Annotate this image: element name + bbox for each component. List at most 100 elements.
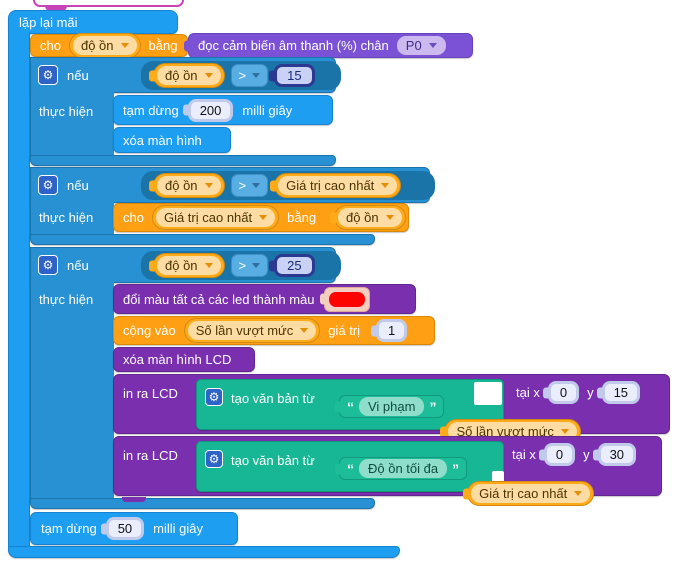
x-coordinate-field[interactable]: 0 (547, 381, 580, 404)
string-block-do-on-toi-da[interactable]: “ Độ ồn tối đa ” (339, 457, 468, 480)
operator-symbol: > (238, 68, 247, 83)
y-coordinate-field[interactable]: 15 (601, 381, 641, 404)
variable-dropdown-noise[interactable]: độ ồn (153, 63, 225, 88)
read-sound-sensor-block[interactable]: đọc cảm biến âm thanh (%) chân P0 (188, 33, 473, 58)
set-max-variable-block[interactable]: cho Giá trị cao nhất bằng độ ồn (113, 203, 409, 232)
number-value: 1 (379, 322, 405, 339)
block-connector-tab (122, 497, 146, 502)
block-connector-tab (45, 5, 67, 11)
comparison-operator-dropdown[interactable]: > (230, 254, 269, 277)
string-value-field[interactable]: Độ ồn tối đa (359, 459, 448, 478)
ms-label: milli giây (242, 102, 293, 118)
dropdown-caret-icon (120, 43, 129, 48)
string-block-vi-pham[interactable]: “ Vi phạm ” (339, 395, 445, 418)
forever-loop-block[interactable]: lặp lại mãi (8, 10, 178, 34)
pause-block-200ms[interactable]: tạm dừng 200 milli giây (113, 95, 333, 125)
clear-screen-block[interactable]: xóa màn hình (113, 127, 231, 153)
variable-name: độ ồn (165, 258, 198, 273)
empty-text-slot[interactable] (474, 382, 502, 405)
gear-icon[interactable]: ⚙ (38, 175, 58, 195)
at-x-label: tại x (512, 447, 536, 462)
equals-label: bằng (287, 210, 317, 225)
variable-dropdown-max[interactable]: Giá trị cao nhất (274, 173, 402, 198)
variable-name: Giá trị cao nhất (479, 486, 568, 501)
forever-loop-bottom-bar[interactable] (8, 546, 400, 558)
number-value: 15 (604, 384, 638, 401)
close-quote: ” (452, 460, 460, 477)
lcd-position-group: tại x 0 y 30 (512, 443, 637, 466)
print-lcd-block-1[interactable]: in ra LCD ⚙ tạo văn bản từ “ Vi phạm ” S… (113, 374, 670, 444)
at-x-label: tại x (516, 385, 540, 400)
variable-name: độ ồn (165, 178, 198, 193)
if-block-1-header[interactable]: ⚙ nếu độ ồn > 15 (30, 57, 341, 93)
color-picker-field[interactable] (323, 286, 370, 312)
pin-dropdown[interactable]: P0 (396, 36, 446, 55)
partial-block-above[interactable] (33, 0, 184, 11)
dropdown-caret-icon (252, 263, 261, 268)
variable-name: độ ồn (80, 38, 114, 53)
number-block-15[interactable]: 15 (274, 64, 315, 87)
y-label: y (583, 447, 590, 462)
variable-name: Số lần vượt mức (195, 323, 294, 338)
forever-loop-left-spine[interactable] (8, 32, 30, 547)
gear-icon[interactable]: ⚙ (38, 255, 58, 275)
change-variable-by-block[interactable]: cộng vào Số lần vượt mức giá trị 1 (113, 316, 435, 345)
comparison-operator-dropdown[interactable]: > (230, 174, 269, 197)
dropdown-caret-icon (252, 183, 261, 188)
print-lcd-block-2[interactable]: in ra LCD ⚙ tạo văn bản từ “ Độ ồn tối đ… (113, 436, 662, 506)
number-value: 30 (600, 446, 634, 463)
dropdown-caret-icon (204, 263, 213, 268)
clear-lcd-label: xóa màn hình LCD (123, 352, 232, 367)
ms-label: milli giây (153, 521, 203, 536)
variable-dropdown-noise[interactable]: độ ồn (153, 173, 225, 198)
close-quote: ” (429, 398, 437, 415)
x-coordinate-field[interactable]: 0 (543, 443, 576, 466)
pause-block-50ms[interactable]: tạm dừng 50 milli giây (30, 512, 238, 545)
y-coordinate-field[interactable]: 30 (597, 443, 637, 466)
red-color-swatch (328, 291, 365, 307)
variable-dropdown-noise[interactable]: độ ồn (68, 33, 141, 58)
clear-lcd-block[interactable]: xóa màn hình LCD (113, 347, 255, 372)
if-block-2-bottom-lip[interactable] (30, 234, 375, 245)
variable-name: Giá trị cao nhất (286, 178, 375, 193)
pause-duration-field[interactable]: 50 (105, 517, 145, 540)
do-label: thực hiện (39, 104, 94, 119)
gear-icon[interactable]: ⚙ (38, 65, 58, 85)
variable-dropdown-count[interactable]: Số lần vượt mức (183, 318, 321, 343)
if-2-condition-slot: độ ồn > Giá trị cao nhất (141, 171, 435, 200)
number-block-25[interactable]: 25 (274, 254, 315, 277)
join-text-block[interactable]: ⚙ tạo văn bản từ “ Vi phạm ” Số lần vượt… (196, 379, 581, 444)
set-variable-block[interactable]: cho độ ồn bằng (30, 33, 188, 58)
dropdown-caret-icon (204, 73, 213, 78)
comparison-operator-dropdown[interactable]: > (230, 64, 269, 87)
join-text-block[interactable]: ⚙ tạo văn bản từ “ Độ ồn tối đa ” Giá tr… (196, 441, 595, 506)
if-block-2-do-spine[interactable]: thực hiện (30, 202, 114, 234)
set-all-leds-color-block[interactable]: đổi màu tất cả các led thành màu (113, 284, 416, 314)
variable-dropdown-noise[interactable]: độ ồn (334, 205, 406, 230)
print-lcd-label: in ra LCD (123, 448, 178, 463)
led-color-label: đổi màu tất cả các led thành màu (123, 291, 315, 307)
if-block-3-do-spine[interactable]: thực hiện (30, 282, 114, 498)
string-value-field[interactable]: Vi phạm (359, 397, 425, 416)
variable-dropdown-max[interactable]: Giá trị cao nhất (467, 481, 595, 506)
number-value: 25 (277, 257, 312, 274)
variable-name: độ ồn (346, 210, 379, 225)
variable-dropdown-noise[interactable]: độ ồn (153, 253, 225, 278)
if-block-2-header[interactable]: ⚙ nếu độ ồn > Giá trị cao nhất (30, 167, 435, 203)
if-block-3-bottom-lip[interactable] (30, 498, 375, 509)
variable-name: Giá trị cao nhất (163, 210, 253, 225)
pause-duration-field[interactable]: 200 (187, 98, 234, 122)
variable-dropdown-max[interactable]: Giá trị cao nhất (151, 205, 280, 230)
do-label: thực hiện (39, 210, 94, 225)
dropdown-caret-icon (385, 215, 394, 220)
if-label: nếu (67, 257, 89, 273)
add-value-field[interactable]: 1 (376, 319, 408, 342)
gear-icon[interactable]: ⚙ (205, 450, 223, 468)
if-1-condition-slot: độ ồn > 15 (141, 61, 341, 90)
if-block-1-do-spine[interactable]: thực hiện (30, 92, 114, 155)
if-block-1-bottom-lip[interactable] (30, 155, 336, 166)
if-block-3-header[interactable]: ⚙ nếu độ ồn > 25 (30, 247, 341, 283)
gear-icon[interactable]: ⚙ (205, 388, 223, 406)
variable-name: độ ồn (165, 68, 198, 83)
